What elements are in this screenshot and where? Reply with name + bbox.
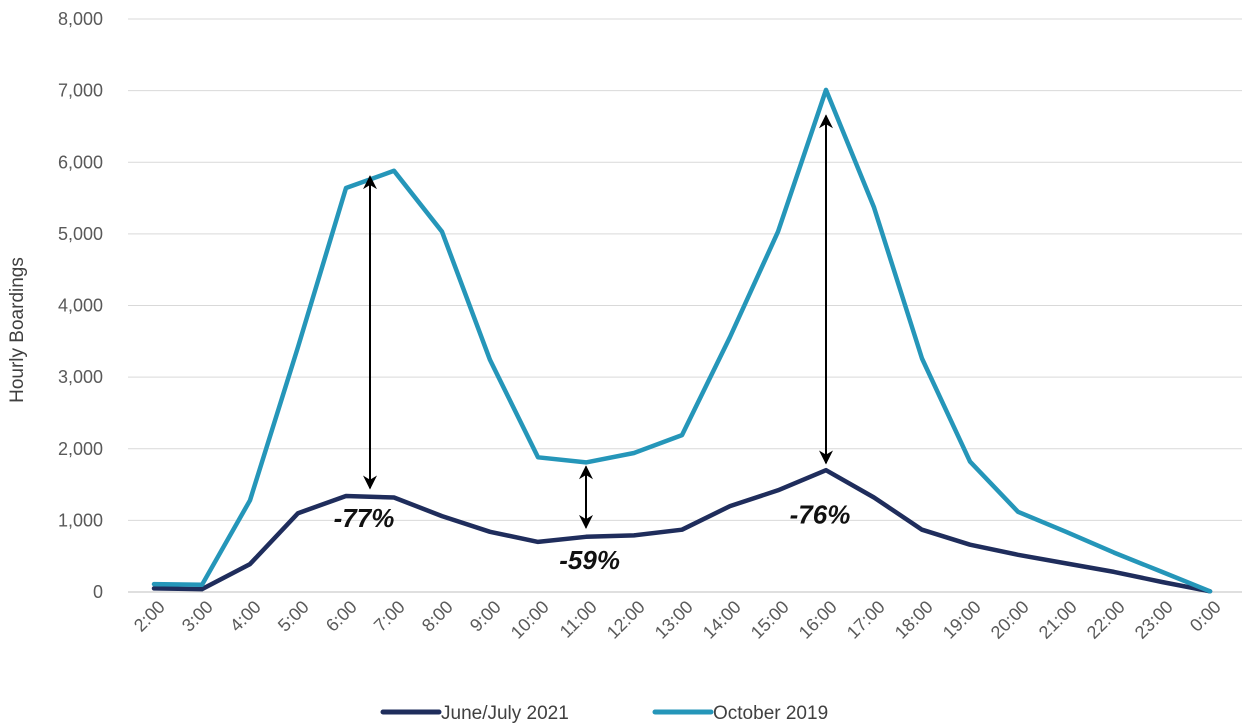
x-tick-label: 7:00 [370, 597, 409, 636]
annotation-arrows [363, 114, 833, 529]
series-line-october-2019 [151, 87, 1213, 594]
series-lines [151, 87, 1213, 594]
y-tick-label: 8,000 [58, 9, 103, 29]
x-tick-label: 23:00 [1131, 597, 1177, 643]
x-tick-label: 17:00 [843, 597, 889, 643]
x-tick-label: 18:00 [891, 597, 937, 643]
x-tick-label: 14:00 [699, 597, 745, 643]
series-line-june-july-2021 [151, 467, 1213, 594]
y-tick-label: 5,000 [58, 224, 103, 244]
x-tick-label: 16:00 [795, 597, 841, 643]
percent-change-label: -59% [559, 545, 620, 575]
x-tick-label: 19:00 [939, 597, 985, 643]
x-axis-ticks: 2:00 3:00 4:00 5:00 6:00 7:00 8:00 9:00 10:00 11:… [130, 597, 1225, 643]
y-tick-label: 4,000 [58, 296, 103, 316]
x-tick-label: 8:00 [418, 597, 457, 636]
y-tick-label: 1,000 [58, 510, 103, 530]
x-tick-label: 22:00 [1083, 597, 1129, 643]
x-tick-label: 5:00 [274, 597, 313, 636]
y-axis-ticks: 0 1,000 2,000 3,000 4,000 5,000 6,000 7,000 8,00… [58, 9, 103, 602]
x-tick-label: 12:00 [603, 597, 649, 643]
y-tick-label: 6,000 [58, 152, 103, 172]
legend-label: October 2019 [713, 703, 828, 724]
x-tick-label: 0:00 [1186, 597, 1225, 636]
y-tick-label: 2,000 [58, 439, 103, 459]
y-tick-label: 3,000 [58, 367, 103, 387]
percent-change-label: -77% [334, 503, 395, 533]
x-tick-label: 20:00 [987, 597, 1033, 643]
x-tick-label: 4:00 [226, 597, 265, 636]
gridlines [128, 18, 1242, 593]
x-tick-label: 21:00 [1035, 597, 1081, 643]
y-tick-label: 0 [93, 582, 103, 602]
percent-change-label: -76% [790, 500, 851, 530]
x-tick-label: 2:00 [130, 597, 169, 636]
annotation-labels: -77% -59% -76% [334, 500, 851, 575]
x-tick-label: 9:00 [466, 597, 505, 636]
x-tick-label: 13:00 [651, 597, 697, 643]
x-tick-label: 15:00 [747, 597, 793, 643]
legend-label: June/July 2021 [441, 703, 569, 724]
y-axis-label: Hourly Boardings [7, 257, 28, 403]
legend: June/July 2021 October 2019 [380, 703, 828, 724]
x-tick-label: 11:00 [556, 597, 601, 642]
x-tick-label: 6:00 [322, 597, 361, 636]
y-tick-label: 7,000 [58, 81, 103, 101]
x-tick-label: 3:00 [178, 597, 217, 636]
x-tick-label: 10:00 [507, 597, 553, 643]
